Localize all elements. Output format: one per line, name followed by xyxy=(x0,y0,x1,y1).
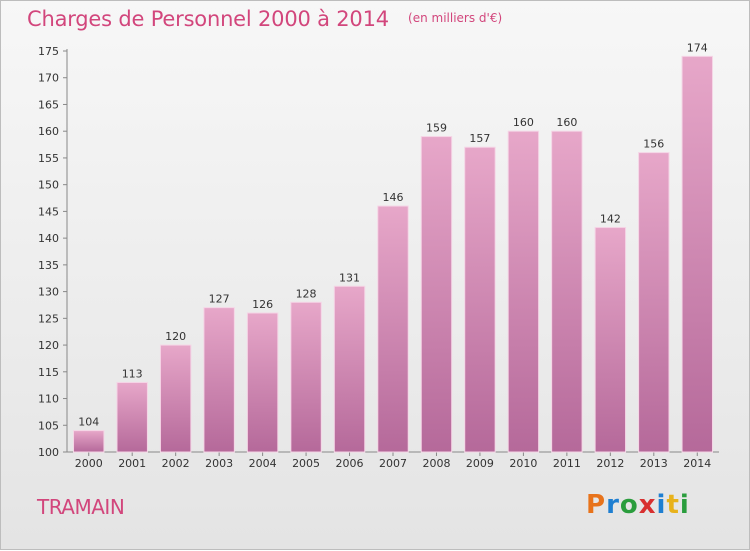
x-tick-label: 2009 xyxy=(466,457,494,470)
y-tick-label: 160 xyxy=(38,125,59,138)
chart-bars xyxy=(73,55,713,453)
x-tick-label: 2011 xyxy=(553,457,581,470)
y-tick-label: 110 xyxy=(38,393,59,406)
logo-letter: t xyxy=(666,490,680,520)
bar-value-label: 142 xyxy=(600,212,621,225)
x-tick-label: 2012 xyxy=(596,457,624,470)
x-tick-label: 2007 xyxy=(379,457,407,470)
bar xyxy=(203,307,235,453)
logo-letter: x xyxy=(638,490,657,520)
chart-subtitle: (en milliers d'€) xyxy=(408,11,503,25)
bar xyxy=(551,130,583,453)
logo-letter: o xyxy=(619,490,639,520)
x-tick-label: 2004 xyxy=(249,457,277,470)
bar-value-label: 160 xyxy=(556,116,577,129)
y-tick-label: 140 xyxy=(38,232,59,245)
y-tick-label: 145 xyxy=(38,205,59,218)
bar xyxy=(290,301,322,453)
bar-value-label: 128 xyxy=(296,287,317,300)
bar xyxy=(73,430,105,453)
x-tick-label: 2001 xyxy=(118,457,146,470)
bar xyxy=(507,130,540,453)
chart-value-labels: 104 113 120 127 126 128 131 146 159 157 160 160 142 1… xyxy=(78,41,708,428)
x-tick-label: 2003 xyxy=(205,457,233,470)
logo-letter: r xyxy=(606,490,620,520)
x-tick-label: 2000 xyxy=(75,457,103,470)
y-tick-label: 175 xyxy=(38,45,59,58)
bar-value-label: 127 xyxy=(209,293,230,306)
bar-value-label: 113 xyxy=(122,367,143,380)
bar xyxy=(159,344,192,453)
logo-letter: i xyxy=(656,490,667,520)
bar-value-label: 131 xyxy=(339,271,360,284)
proxiti-logo: Proxiti xyxy=(586,490,690,520)
y-tick-label: 165 xyxy=(38,98,59,111)
y-tick-label: 130 xyxy=(38,286,59,299)
bar xyxy=(681,55,713,453)
y-tick-label: 150 xyxy=(38,179,59,192)
logo-letter: P xyxy=(586,490,607,520)
y-tick-label: 120 xyxy=(38,339,59,352)
bar-value-label: 156 xyxy=(643,138,664,151)
x-tick-label: 2014 xyxy=(683,457,711,470)
bar xyxy=(377,205,409,453)
y-tick-label: 170 xyxy=(38,72,59,85)
y-tick-label: 105 xyxy=(38,419,59,432)
chart-axes: 100 105 110 115 120 125 130 135 140 145 150 155 160 1… xyxy=(38,45,719,470)
bar xyxy=(116,381,148,453)
bar-value-label: 126 xyxy=(252,298,273,311)
logo-letter: i xyxy=(679,490,690,520)
bar-value-label: 120 xyxy=(165,330,186,343)
chart-title: Charges de Personnel 2000 à 2014 xyxy=(27,7,389,31)
commune-name: TRAMAIN xyxy=(37,495,125,519)
x-tick-label: 2002 xyxy=(162,457,190,470)
bar xyxy=(246,312,279,453)
y-tick-label: 115 xyxy=(38,366,59,379)
bar xyxy=(594,226,627,453)
bar-value-label: 104 xyxy=(78,416,99,429)
bar-value-label: 174 xyxy=(687,41,708,54)
bar xyxy=(638,152,670,453)
y-tick-label: 125 xyxy=(38,312,59,325)
bar-value-label: 146 xyxy=(383,191,404,204)
x-tick-label: 2013 xyxy=(640,457,668,470)
x-tick-label: 2010 xyxy=(509,457,537,470)
x-tick-label: 2008 xyxy=(422,457,450,470)
y-tick-label: 100 xyxy=(38,446,59,459)
bar-value-label: 157 xyxy=(469,132,490,145)
x-tick-label: 2006 xyxy=(336,457,364,470)
bar xyxy=(464,146,496,453)
bar-value-label: 160 xyxy=(513,116,534,129)
y-tick-label: 135 xyxy=(38,259,59,272)
chart-header: Charges de Personnel 2000 à 2014 (en mil… xyxy=(27,7,502,31)
x-tick-label: 2005 xyxy=(292,457,320,470)
bar xyxy=(420,136,453,453)
y-tick-label: 155 xyxy=(38,152,59,165)
bar-value-label: 159 xyxy=(426,122,447,135)
bar xyxy=(333,285,366,453)
